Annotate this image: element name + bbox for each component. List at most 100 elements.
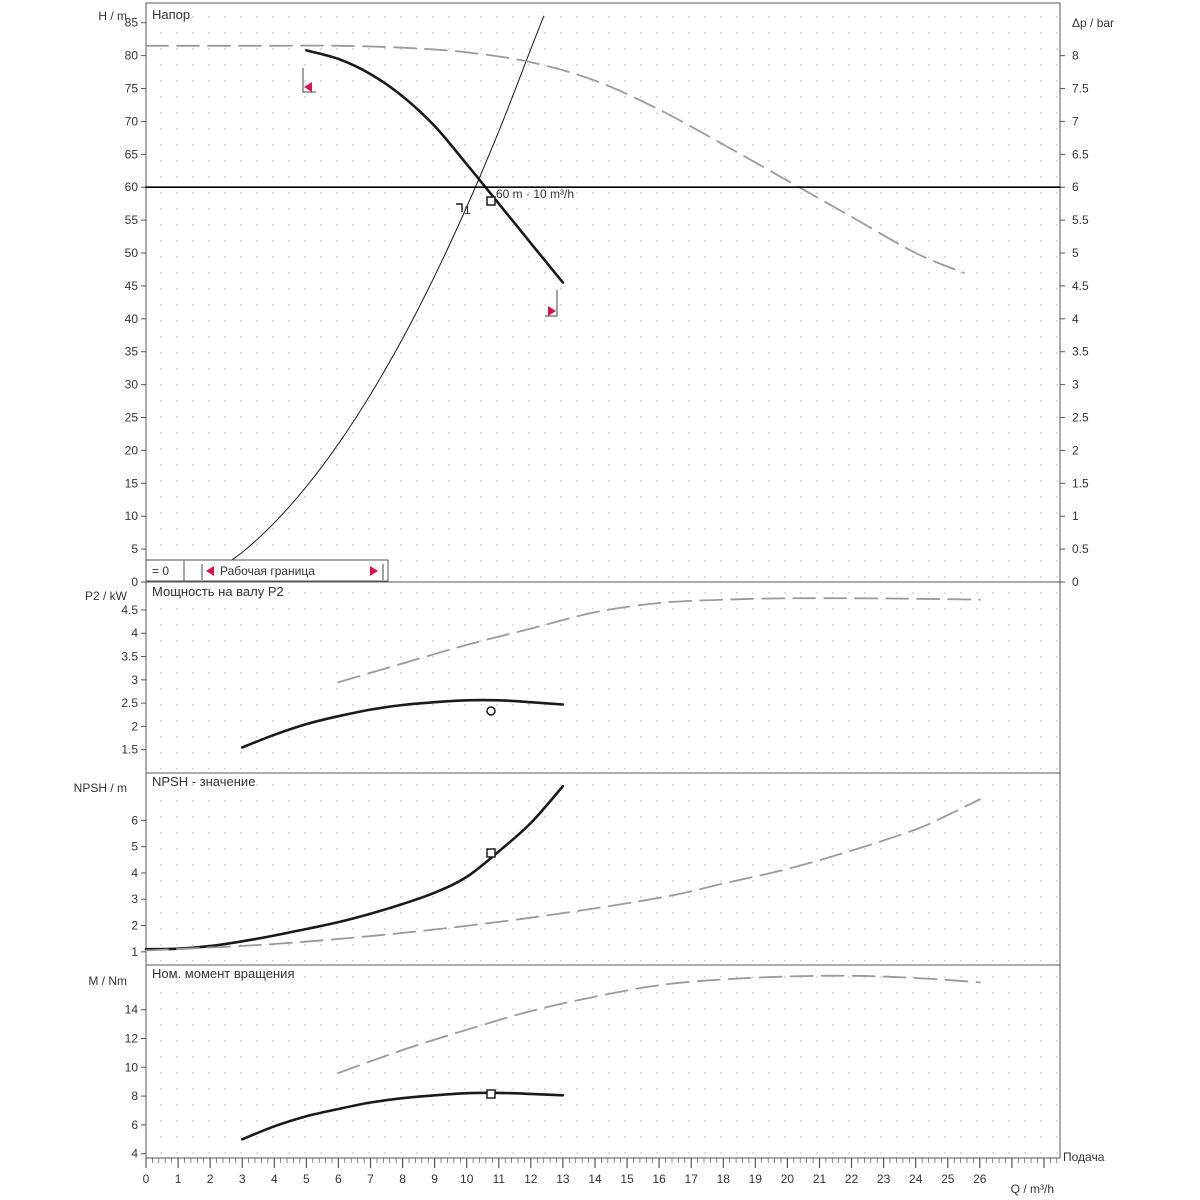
head-y-tick-label: 0 [131,575,138,589]
npsh-duty-point [486,848,496,858]
head-y-tick-label: 20 [125,443,139,457]
head-y-axis-label: H / m [98,9,127,23]
legend-text: Рабочая граница [220,564,315,578]
power-y-ticks: 1.5 2 2.5 3 3.5 4 4.5 [121,603,146,757]
torque-reference-dashed-line [337,974,981,1074]
legend-left-flag-icon [206,566,214,576]
npsh-y-tick-label: 5 [131,840,138,854]
head-y-tick-label: 15 [125,476,139,490]
head-y2-tick-label: 6.5 [1072,147,1089,161]
x-tick-label: 19 [749,1172,763,1186]
x-tick-label: 24 [909,1172,923,1186]
head-y-tick-label: 10 [125,509,139,523]
head-y-tick-label: 60 [125,180,139,194]
head-y-tick-label: 35 [125,345,139,359]
head-y-tick-label: 40 [125,312,139,326]
left-limit-bracket-icon [302,68,316,93]
power-y-tick-label: 2 [131,719,138,733]
torque-pump-curve-line [240,1091,565,1141]
npsh-y-ticks: 1 2 3 4 5 6 [131,813,146,959]
right-limit-bracket-icon [545,290,558,317]
head-y-tick-label: 50 [125,246,139,260]
head-y-tick-label: 75 [125,82,139,96]
torque-panel: Ном. момент вращения M / Nm 4 6 8 10 12 14 [88,966,981,1161]
torque-y-tick-label: 4 [131,1147,138,1161]
power-panel: Мощность на валу P2 P2 / kW 1.5 2 2.5 3 3.5 4… [85,584,981,757]
torque-y-ticks: 4 6 8 10 12 14 [125,1003,146,1161]
x-tick-label: 8 [399,1172,406,1186]
npsh-y-tick-label: 4 [131,866,138,880]
intersection-bracket-icon [456,203,463,212]
head-system-curve-line [209,15,545,575]
right-limit-marker [545,290,558,317]
head-y2-tick-label: 2 [1072,443,1079,457]
x-tick-label: 23 [877,1172,891,1186]
torque-y-tick-label: 10 [125,1060,139,1074]
legend-box [145,559,389,582]
head-y2-tick-label: 2.5 [1072,411,1089,425]
legend-value: = 0 [152,564,169,578]
x-tick-label: 0 [143,1172,150,1186]
x-tick-label: 25 [941,1172,955,1186]
power-y-tick-label: 4 [131,626,138,640]
head-y-tick-label: 5 [131,542,138,556]
head-y2-tick-label: 4.5 [1072,279,1089,293]
x-tick-label: 10 [460,1172,474,1186]
x-tick-label: 2 [207,1172,214,1186]
left-limit-marker [302,68,316,93]
panel-frames [145,2,1061,1159]
x-tick-label: 16 [652,1172,666,1186]
x-axis-caption: Подача [1063,1150,1105,1164]
left-limit-flag-icon [304,82,312,92]
head-panel-title: Напор [152,7,190,22]
torque-panel-title: Ном. момент вращения [152,966,295,981]
x-tick-label: 15 [620,1172,634,1186]
x-tick-label: 11 [493,1172,506,1186]
torque-y-tick-label: 8 [131,1089,138,1103]
head-pump-curve-line [305,49,565,284]
x-tick-label: 7 [367,1172,374,1186]
x-tick-label: 13 [556,1172,570,1186]
torque-y-axis-label: M / Nm [88,974,127,988]
right-limit-flag-icon [548,306,556,316]
npsh-y-tick-label: 6 [131,813,138,827]
head-series [145,15,1061,575]
power-pump-curve-line [240,698,565,749]
x-axis-label: Q / m³/h [1011,1182,1054,1196]
intersection-label: 1 [464,203,471,217]
head-y2-tick-label: 3.5 [1072,345,1089,359]
power-y-tick-label: 3 [131,673,138,687]
head-y2-tick-label: 7 [1072,114,1079,128]
x-tick-label: 1 [175,1172,182,1186]
head-y-tick-label: 25 [125,411,139,425]
head-y-tick-label: 45 [125,279,139,293]
npsh-y-axis-label: NPSH / m [74,781,127,795]
torque-y-tick-label: 6 [131,1118,138,1132]
torque-y-tick-label: 12 [125,1031,139,1045]
duty-point-label: 60 m · 10 m³/h [496,187,574,201]
x-tick-label: 20 [781,1172,795,1186]
torque-series [240,974,981,1141]
x-tick-labels: 0 1 2 3 4 5 6 7 8 9 10 11 12 13 14 15 16 17 18 19 20 21 22 23 24… [143,1172,987,1186]
npsh-panel: NPSH - значение NPSH / m 1 2 3 4 5 6 [74,774,981,959]
head-y2-tick-label: 5.5 [1072,213,1089,227]
head-y2-tick-label: 3 [1072,378,1079,392]
x-tick-label: 4 [271,1172,278,1186]
x-tick-label: 5 [303,1172,310,1186]
npsh-series [144,784,981,952]
duty-point-square [486,196,496,206]
head-y-tick-label: 65 [125,147,139,161]
head-y-tick-label: 30 [125,378,139,392]
power-reference-dashed-line [337,597,981,684]
head-reference-dashed-line [145,44,965,274]
head-y2-tick-label: 5 [1072,246,1079,260]
torque-panel-frame [145,964,1061,1159]
npsh-y-tick-label: 1 [131,945,138,959]
power-y-tick-label: 4.5 [121,603,138,617]
head-y2-tick-label: 0 [1072,575,1079,589]
head-y-tick-label: 70 [125,114,139,128]
head-y2-tick-label: 8 [1072,49,1079,63]
x-tick-label: 17 [685,1172,699,1186]
power-y-tick-label: 3.5 [121,650,138,664]
head-y2-ticks: 0 0.5 1 1.5 2 2.5 3 3.5 4 4.5 5 5.5 6 6.5 7 7.5 8 [1060,49,1089,589]
